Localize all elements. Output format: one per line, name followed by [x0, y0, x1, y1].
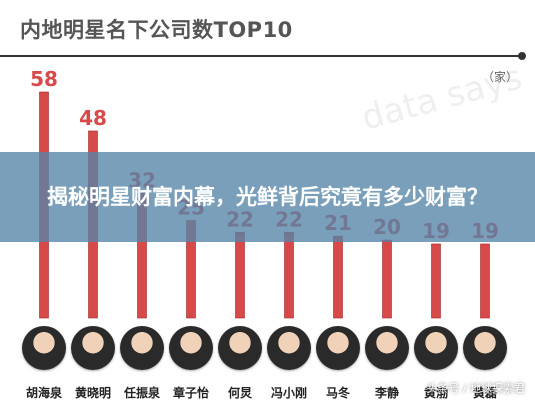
avatar — [22, 326, 66, 370]
headline-banner: 揭秘明星财富内幕，光鲜背后究竟有多少财富？ — [0, 152, 535, 242]
avatar — [71, 326, 115, 370]
bar-value-label: 48 — [79, 106, 107, 130]
unit-label: （家） — [482, 70, 519, 84]
category-label: 何炅 — [227, 386, 252, 400]
category-label: 李静 — [374, 386, 399, 400]
avatar — [267, 326, 311, 370]
category-label: 胡海泉 — [25, 386, 62, 400]
title-divider — [0, 52, 526, 60]
avatar — [414, 326, 458, 370]
source-watermark: 头条号 / 地球探索君 — [426, 382, 525, 395]
category-label: 黄晓明 — [74, 386, 111, 400]
category-label: 黄渤 — [423, 386, 448, 400]
avatar — [463, 326, 507, 370]
category-label: 章子怡 — [172, 386, 209, 400]
bar-10 — [480, 243, 490, 319]
avatar — [169, 326, 213, 370]
avatar-row: 胡海泉 黄晓明 任振泉 章子怡 何炅 冯小刚 马冬 李静 黄渤 黄磊 — [0, 326, 535, 400]
bar-5 — [235, 231, 245, 319]
category-label: 任振泉 — [123, 386, 160, 400]
category-label: 冯小刚 — [270, 386, 307, 400]
bar-8 — [382, 239, 392, 319]
bar-6 — [284, 231, 294, 319]
bar-7 — [333, 235, 343, 319]
avatar — [316, 326, 360, 370]
avatar — [120, 326, 164, 370]
chart-title: 内地明星名下公司数TOP10 — [20, 18, 293, 42]
headline-text: 揭秘明星财富内幕，光鲜背后究竟有多少财富？ — [47, 184, 488, 209]
bar-9 — [431, 243, 441, 319]
category-label: 马冬 — [325, 386, 350, 400]
avatar — [218, 326, 262, 370]
avatar — [365, 326, 409, 370]
bar-value-label: 58 — [30, 67, 58, 91]
category-label: 黄磊 — [472, 386, 497, 400]
